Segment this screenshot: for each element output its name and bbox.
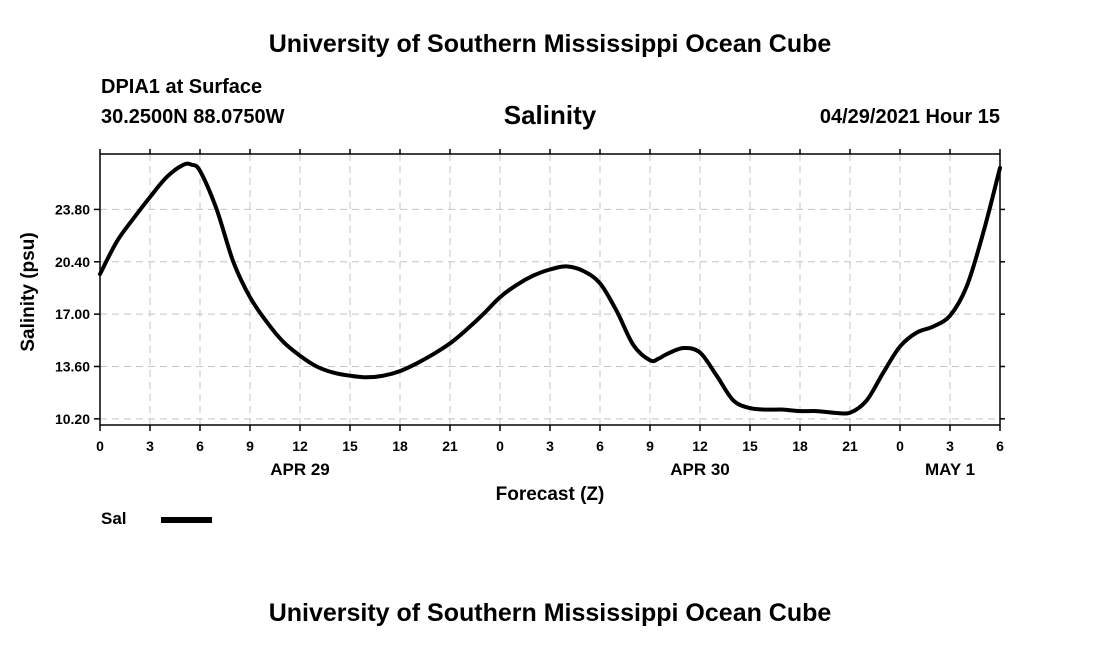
- date-labels: APR 29 APR 30 MAY 1: [270, 460, 975, 479]
- x-tick-label: 21: [842, 438, 858, 454]
- x-tick-label: 15: [742, 438, 758, 454]
- x-tick-label: 15: [342, 438, 358, 454]
- y-tick-label: 20.40: [55, 254, 90, 270]
- y-tick-label: 10.20: [55, 411, 90, 427]
- chart-grid: [100, 154, 1000, 425]
- y-tick-label: 23.80: [55, 201, 90, 217]
- date-label: APR 30: [670, 460, 730, 479]
- x-axis-label: Forecast (Z): [496, 484, 605, 505]
- x-axis: 0 3 6 9 12 15 18 21 0 3 6 9 12 15 18 21 0 3 6: [96, 149, 1004, 454]
- legend-label-sal: Sal: [101, 509, 127, 528]
- date-label: MAY 1: [925, 460, 975, 479]
- x-tick-label: 0: [896, 438, 904, 454]
- chart-title: Salinity: [503, 100, 597, 130]
- coordinates-label: 30.2500N 88.0750W: [101, 106, 285, 128]
- x-tick-label: 3: [546, 438, 554, 454]
- date-label: APR 29: [270, 460, 330, 479]
- x-tick-label: 12: [292, 438, 308, 454]
- page-title: University of Southern Mississippi Ocean…: [268, 30, 832, 58]
- x-tick-label: 6: [196, 438, 204, 454]
- x-tick-label: 9: [246, 438, 254, 454]
- x-tick-label: 0: [96, 438, 104, 454]
- y-tick-label: 17.00: [55, 306, 90, 322]
- x-tick-label: 0: [496, 438, 504, 454]
- footer-title: University of Southern Mississippi Ocean…: [268, 599, 832, 627]
- y-axis: 10.20 13.60 17.00 20.40 23.80: [55, 201, 1005, 427]
- x-tick-label: 3: [146, 438, 154, 454]
- x-tick-label: 18: [792, 438, 808, 454]
- series-line-sal: [98, 161, 1002, 416]
- legend-swatch-sal: [161, 517, 212, 523]
- x-tick-label: 6: [996, 438, 1004, 454]
- y-tick-label: 13.60: [55, 358, 90, 374]
- y-axis-label: Salinity (psu): [18, 232, 39, 351]
- x-tick-label: 9: [646, 438, 654, 454]
- x-tick-label: 3: [946, 438, 954, 454]
- x-tick-label: 6: [596, 438, 604, 454]
- x-tick-label: 21: [442, 438, 458, 454]
- forecast-datetime: 04/29/2021 Hour 15: [819, 106, 1000, 128]
- x-tick-label: 18: [392, 438, 408, 454]
- station-label: DPIA1 at Surface: [101, 76, 263, 98]
- x-tick-label: 12: [692, 438, 708, 454]
